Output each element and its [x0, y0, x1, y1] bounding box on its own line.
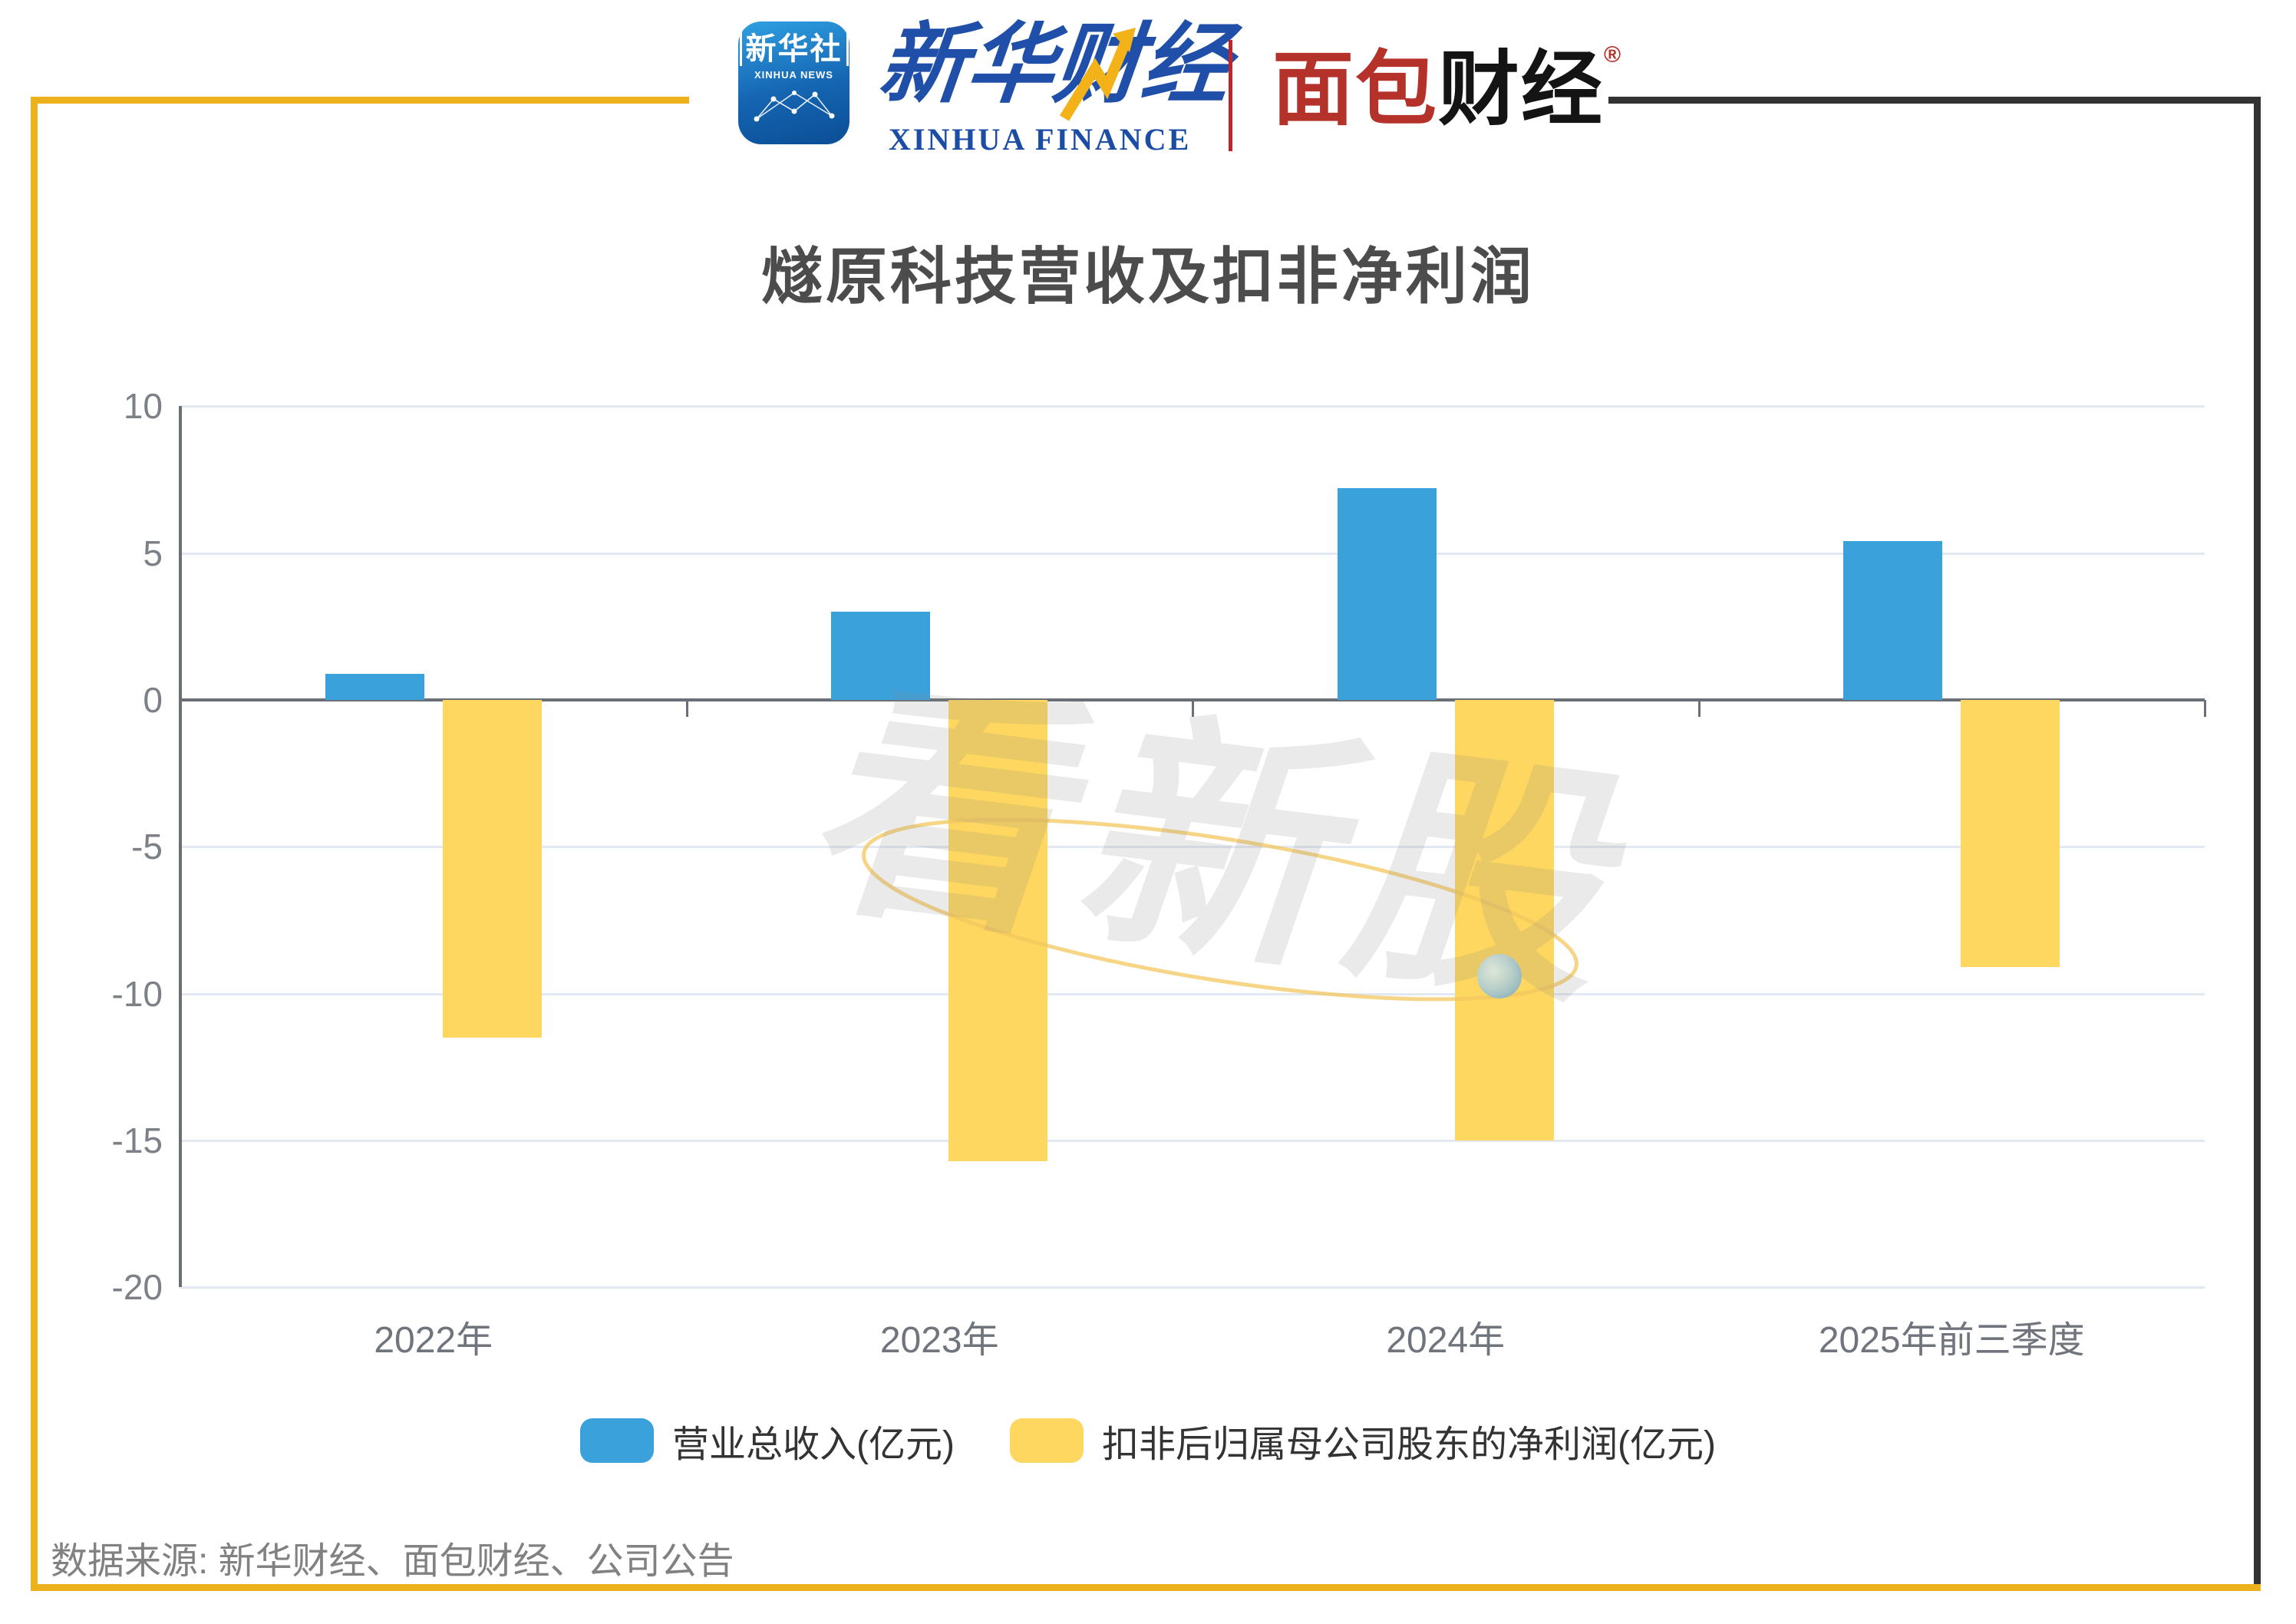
y-axis-tick-label: 5	[143, 533, 163, 573]
mianbao-caijing-logo: 面包财经®	[1272, 40, 1622, 140]
x-axis-tick	[1192, 700, 1194, 717]
bar-revenue	[325, 673, 424, 700]
xinhua-news-app-cn: 新华社	[739, 32, 849, 66]
gridline	[180, 846, 2205, 849]
xinhua-finance-wordmark: XINHUA FINANCE	[889, 122, 1192, 157]
frame-border-top-gold	[31, 97, 689, 104]
y-axis-line	[179, 406, 182, 1288]
y-axis-tick-label: -20	[111, 1267, 163, 1308]
legend-swatch	[1010, 1418, 1084, 1463]
x-axis-tick	[2204, 700, 2206, 717]
xinhua-news-app-icon: 新华社 XINHUA NEWS	[738, 21, 849, 144]
frame-border-bottom	[31, 1584, 2261, 1591]
frame-border-top-dark	[1608, 97, 2261, 104]
registered-mark: ®	[1604, 42, 1623, 68]
logo-divider	[1229, 40, 1232, 151]
y-axis-tick-label: 10	[123, 386, 163, 427]
legend-label: 营业总收入(亿元)	[672, 1424, 955, 1465]
xinhua-news-app-en: XINHUA NEWS	[754, 69, 833, 81]
x-axis-label: 2022年	[374, 1320, 493, 1361]
bar-net-profit	[1454, 700, 1554, 1141]
x-axis-label: 2024年	[1386, 1320, 1506, 1361]
legend-item: 营业总收入(亿元)	[580, 1414, 955, 1467]
network-pattern-icon	[754, 91, 834, 122]
y-axis-tick-label: -10	[111, 973, 163, 1014]
gridline	[180, 1286, 2205, 1289]
watermark-ellipse	[862, 817, 1578, 1002]
bar-net-profit	[1961, 700, 2060, 968]
x-axis-label: 2025年前三季度	[1818, 1320, 2085, 1361]
bar-revenue	[1843, 541, 1943, 700]
legend-item: 扣非后归属母公司股东的净利润(亿元)	[1010, 1414, 1716, 1467]
x-axis-label: 2023年	[879, 1320, 999, 1361]
x-axis-tick	[685, 700, 688, 717]
data-source-text: 数据来源: 新华财经、面包财经、公司公告	[51, 1541, 734, 1582]
gridline	[180, 992, 2205, 995]
frame-border-left	[31, 97, 38, 1591]
y-axis-tick-label: -5	[131, 827, 163, 867]
bar-net-profit	[442, 700, 542, 1038]
bar-revenue	[1337, 488, 1437, 700]
y-axis-tick-label: -15	[111, 1121, 163, 1161]
bar-revenue	[831, 612, 931, 700]
x-axis-tick	[1697, 700, 1701, 717]
gridline	[180, 552, 2205, 555]
watermark-globe-icon	[1477, 954, 1522, 998]
chart-title: 燧原科技营收及扣非净利润	[761, 243, 1535, 311]
legend-label: 扣非后归属母公司股东的净利润(亿元)	[1102, 1424, 1716, 1465]
gridline	[180, 1140, 2205, 1143]
legend-swatch	[580, 1418, 655, 1463]
x-axis-tick	[180, 700, 182, 717]
y-axis-tick-label: 0	[143, 680, 163, 720]
mianbao-red-text: 面包	[1272, 45, 1438, 135]
gridline	[180, 405, 2205, 408]
mianbao-black-text: 财经	[1438, 45, 1604, 135]
frame-border-right	[2254, 97, 2261, 1589]
rising-arrow-icon	[1060, 28, 1136, 121]
legend: 营业总收入(亿元) 扣非后归属母公司股东的净利润(亿元)	[0, 1414, 2296, 1467]
